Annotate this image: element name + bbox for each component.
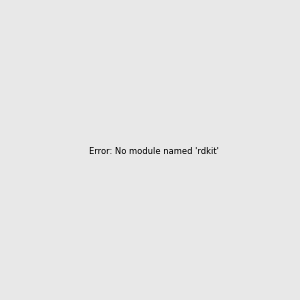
Text: Error: No module named 'rdkit': Error: No module named 'rdkit' — [89, 147, 219, 156]
